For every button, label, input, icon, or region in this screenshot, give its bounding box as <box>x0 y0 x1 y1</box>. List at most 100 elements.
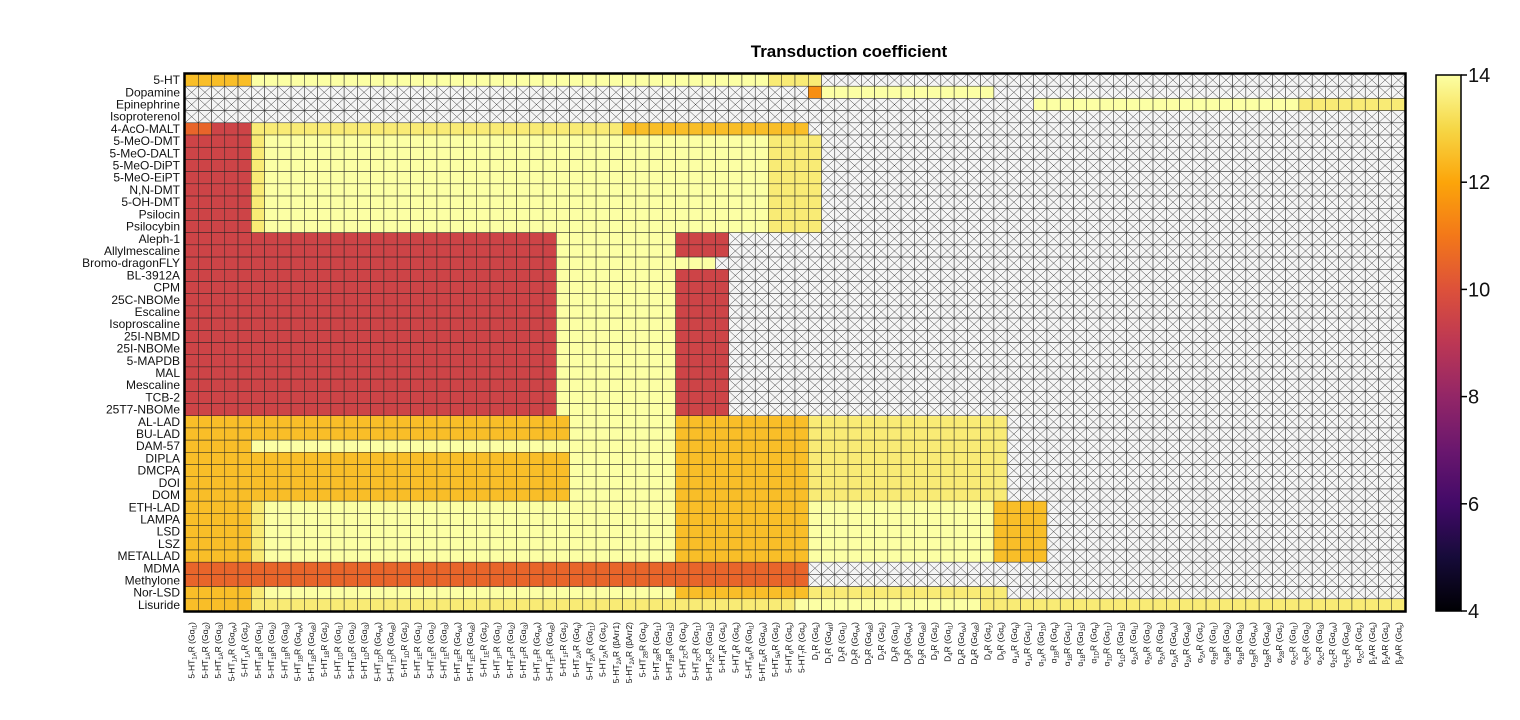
heatmap-cell <box>542 598 557 612</box>
heatmap-cell <box>887 452 902 465</box>
heatmap-cell <box>953 415 968 429</box>
heatmap-cell <box>821 500 836 514</box>
heatmap-cell <box>622 378 637 392</box>
heatmap-cell <box>489 171 504 185</box>
heatmap-cell <box>1378 281 1392 294</box>
heatmap-cell <box>357 269 371 282</box>
heatmap-cell <box>569 269 584 282</box>
heatmap-cell <box>1232 293 1247 307</box>
heatmap-cell <box>463 159 477 172</box>
heatmap-cell <box>914 476 928 490</box>
heatmap-cell <box>1338 183 1353 197</box>
heatmap-cell <box>330 195 345 209</box>
heatmap-cell <box>728 488 743 502</box>
heatmap-cell <box>476 220 491 233</box>
heatmap-cell <box>211 122 226 136</box>
heatmap-cell <box>609 183 623 197</box>
heatmap-cell <box>808 525 822 539</box>
heatmap-cell <box>927 586 942 600</box>
heatmap-cell <box>861 476 875 490</box>
heatmap-cell <box>264 452 279 465</box>
heatmap-cell <box>635 513 650 526</box>
heatmap-cell <box>1285 134 1300 148</box>
heatmap-cell <box>861 159 875 172</box>
heatmap-cell <box>967 574 981 587</box>
heatmap-cell <box>370 525 385 539</box>
heatmap-cell <box>1059 73 1074 87</box>
heatmap-cell <box>1179 378 1194 392</box>
heatmap-cell <box>1232 85 1247 99</box>
heatmap-cell <box>1325 378 1339 392</box>
heatmap-cell <box>304 464 318 477</box>
heatmap-cell <box>622 354 637 368</box>
heatmap-cell <box>396 598 411 612</box>
heatmap-cell <box>768 464 782 477</box>
heatmap-cell <box>1272 574 1286 587</box>
heatmap-cell <box>476 85 491 99</box>
heatmap-cell <box>1351 171 1366 185</box>
heatmap-cell <box>1033 415 1048 429</box>
heatmap-cell <box>251 537 265 551</box>
heatmap-cell <box>184 122 199 136</box>
heatmap-cell <box>516 378 531 392</box>
heatmap-cell <box>516 354 531 368</box>
heatmap-cell <box>1192 415 1207 429</box>
heatmap-cell <box>463 391 477 404</box>
heatmap-cell <box>383 598 398 612</box>
heatmap-cell <box>874 98 889 111</box>
heatmap-cell <box>211 281 226 294</box>
heatmap-cell <box>754 427 769 441</box>
heatmap-cell <box>1006 171 1021 185</box>
heatmap-cell <box>317 391 332 404</box>
heatmap-cell <box>635 293 650 307</box>
heatmap-cell <box>224 488 239 502</box>
heatmap-cell <box>1205 488 1220 502</box>
heatmap-cell <box>754 244 769 258</box>
heatmap-cell <box>980 122 995 136</box>
heatmap-cell <box>449 305 464 319</box>
heatmap-cell <box>410 598 424 612</box>
heatmap-cell <box>635 85 650 99</box>
heatmap-cell <box>357 525 371 539</box>
heatmap-cell <box>357 293 371 307</box>
heatmap-cell <box>1245 134 1260 148</box>
heatmap-cell <box>184 183 199 197</box>
heatmap-cell <box>834 122 849 136</box>
heatmap-cell <box>794 244 809 258</box>
heatmap-cell <box>861 549 875 563</box>
heatmap-cell <box>304 427 318 441</box>
heatmap-cell <box>542 98 557 111</box>
heatmap-cell <box>1325 85 1339 99</box>
heatmap-cell <box>1086 195 1101 209</box>
heatmap-cell <box>1059 574 1074 587</box>
heatmap-cell <box>529 586 544 600</box>
heatmap-cell <box>1073 574 1087 587</box>
heatmap-cell <box>463 366 477 380</box>
heatmap-cell <box>1285 513 1300 526</box>
heatmap-cell <box>1179 98 1194 111</box>
heatmap-cell <box>569 500 584 514</box>
heatmap-cell <box>1205 391 1220 404</box>
heatmap-cell <box>449 391 464 404</box>
heatmap-cell <box>237 281 252 294</box>
heatmap-cell <box>1245 525 1260 539</box>
heatmap-cell <box>277 525 292 539</box>
heatmap-cell <box>1205 317 1220 331</box>
heatmap-cell <box>701 208 716 221</box>
heatmap-cell <box>688 244 703 258</box>
heatmap-cell <box>609 330 623 343</box>
heatmap-cell <box>754 146 769 160</box>
heatmap-cell <box>635 403 650 416</box>
heatmap-cell <box>1166 476 1180 490</box>
heatmap-cell <box>542 427 557 441</box>
heatmap-cell <box>1232 415 1247 429</box>
heatmap-cell <box>569 452 584 465</box>
heatmap-cell <box>701 427 716 441</box>
heatmap-cell <box>1325 525 1339 539</box>
heatmap-cell <box>383 549 398 563</box>
heatmap-cell <box>1059 305 1074 319</box>
heatmap-cell <box>1351 256 1366 270</box>
heatmap-cell <box>1113 525 1127 539</box>
heatmap-cell <box>476 134 491 148</box>
heatmap-cell <box>410 330 424 343</box>
